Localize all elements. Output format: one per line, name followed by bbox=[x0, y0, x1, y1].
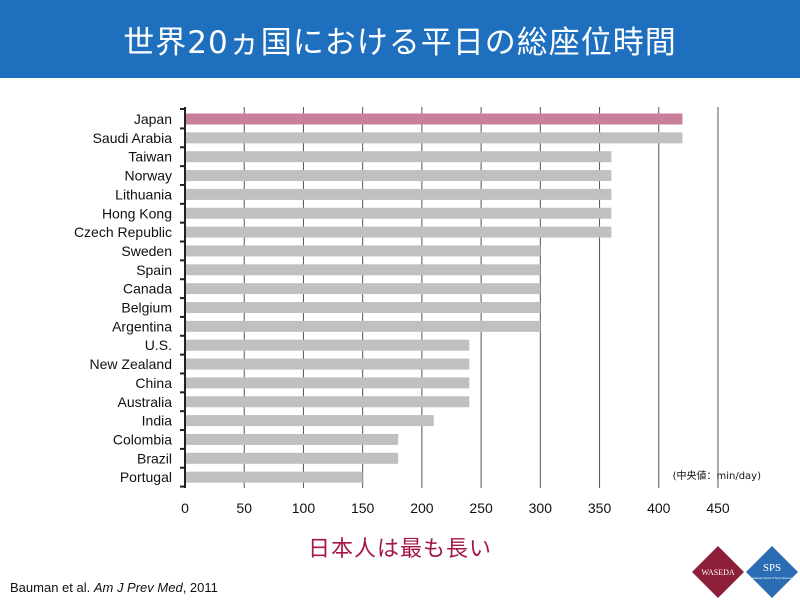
y-tick-label: Czech Republic bbox=[74, 224, 172, 240]
sps-logo-text: SPS bbox=[763, 562, 781, 574]
bar bbox=[185, 170, 612, 182]
axes bbox=[180, 107, 186, 488]
y-tick-label: Colombia bbox=[113, 431, 172, 447]
bar bbox=[185, 113, 683, 125]
bar bbox=[185, 264, 541, 276]
sps-logo-subtext: Graduate School of Sport Sciences bbox=[752, 576, 793, 580]
unit-note: (中央値：min/day) bbox=[673, 469, 762, 482]
x-tick-label: 250 bbox=[469, 500, 493, 516]
bars bbox=[185, 113, 683, 483]
y-tick-label: Spain bbox=[136, 262, 172, 278]
waseda-logo: WASEDA bbox=[692, 546, 744, 598]
bar bbox=[185, 358, 470, 370]
x-tick-label: 200 bbox=[410, 500, 434, 516]
bar bbox=[185, 188, 612, 200]
y-tick-label: Norway bbox=[125, 168, 172, 184]
bar bbox=[185, 283, 541, 295]
conclusion-text: 日本人は最も長い bbox=[307, 537, 492, 562]
y-tick-label: India bbox=[142, 413, 173, 429]
bar bbox=[185, 151, 612, 163]
x-tick-label: 150 bbox=[351, 500, 375, 516]
x-tick-label: 350 bbox=[588, 500, 612, 516]
y-tick-label: U.S. bbox=[145, 337, 172, 353]
x-tick-label: 450 bbox=[706, 500, 730, 516]
sps-logo: SPS Graduate School of Sport Sciences bbox=[746, 546, 798, 598]
y-tick-label: China bbox=[135, 375, 172, 391]
bar bbox=[185, 452, 399, 464]
bar bbox=[185, 132, 683, 144]
y-tick-label: Australia bbox=[118, 394, 173, 410]
citation: Bauman et al. Am J Prev Med, 2011 bbox=[10, 580, 218, 595]
bar bbox=[185, 396, 470, 408]
bar bbox=[185, 207, 612, 219]
tick-labels: 0 50 100 150 200 250 300 350 400 450 Japan Saudi Ar… bbox=[74, 111, 730, 516]
slide-header: 世界20ヵ国における平日の総座位時間 bbox=[0, 0, 800, 78]
institution-logos: WASEDA SPS Graduate School of Sport Scie… bbox=[692, 546, 798, 598]
y-tick-label: Sweden bbox=[121, 243, 172, 259]
bar bbox=[185, 415, 434, 427]
y-tick-label: Japan bbox=[134, 111, 172, 127]
citation-year: , 2011 bbox=[182, 580, 218, 595]
y-tick-label: Brazil bbox=[137, 450, 172, 466]
x-tick-label: 100 bbox=[292, 500, 316, 516]
y-tick-label: Portugal bbox=[120, 469, 172, 485]
bar bbox=[185, 302, 541, 313]
bar bbox=[185, 471, 363, 483]
y-tick-label: Argentina bbox=[112, 318, 172, 334]
bar bbox=[185, 377, 470, 389]
x-tick-label: 50 bbox=[236, 500, 252, 516]
y-tick-label: Saudi Arabia bbox=[93, 130, 173, 146]
bar bbox=[185, 339, 470, 351]
citation-journal: Am J Prev Med bbox=[93, 580, 183, 595]
y-tick-label: Taiwan bbox=[128, 149, 172, 165]
y-tick-label: New Zealand bbox=[90, 356, 173, 372]
bar bbox=[185, 320, 541, 332]
grid-lines bbox=[243, 107, 719, 488]
x-tick-label: 0 bbox=[181, 500, 189, 516]
waseda-logo-text: WASEDA bbox=[701, 568, 735, 577]
bar-chart: 0 50 100 150 200 250 300 350 400 450 Japan Saudi Ar… bbox=[74, 107, 762, 516]
bar bbox=[185, 226, 612, 238]
y-tick-label: Canada bbox=[123, 281, 172, 297]
slide-title: 世界20ヵ国における平日の総座位時間 bbox=[123, 24, 677, 61]
y-tick-label: Hong Kong bbox=[102, 205, 172, 221]
bar bbox=[185, 245, 541, 257]
x-tick-label: 300 bbox=[529, 500, 553, 516]
x-tick-label: 400 bbox=[647, 500, 671, 516]
y-tick-label: Belgium bbox=[121, 300, 172, 316]
y-tick-label: Lithuania bbox=[115, 186, 172, 202]
bar bbox=[185, 433, 399, 445]
citation-authors: Bauman et al. bbox=[10, 580, 94, 595]
